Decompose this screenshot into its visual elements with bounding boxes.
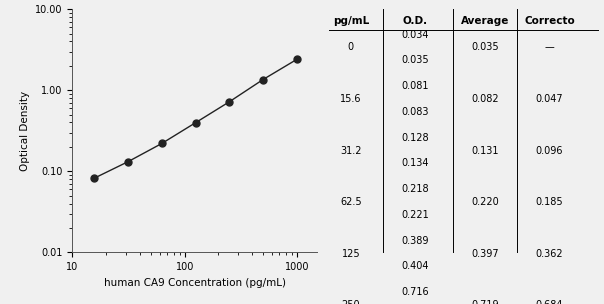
Text: 0.134: 0.134 [402, 158, 429, 168]
Text: 0: 0 [348, 43, 354, 52]
Text: 0.218: 0.218 [402, 184, 429, 194]
Text: 0.131: 0.131 [472, 146, 499, 156]
Text: O.D.: O.D. [403, 16, 428, 26]
Text: 0.684: 0.684 [536, 300, 564, 304]
X-axis label: human CA9 Concentration (pg/mL): human CA9 Concentration (pg/mL) [103, 278, 286, 288]
Text: 0.035: 0.035 [471, 43, 499, 52]
Text: 0.034: 0.034 [402, 30, 429, 40]
Text: Average: Average [461, 16, 509, 26]
Text: 0.128: 0.128 [402, 133, 429, 143]
Text: 0.185: 0.185 [536, 197, 564, 207]
Text: 0.404: 0.404 [402, 261, 429, 271]
Text: 0.362: 0.362 [536, 249, 564, 259]
Text: 0.221: 0.221 [402, 210, 429, 220]
Y-axis label: Optical Density: Optical Density [20, 91, 30, 171]
Text: Correcto: Correcto [524, 16, 575, 26]
Text: 0.220: 0.220 [471, 197, 499, 207]
Text: 0.083: 0.083 [402, 107, 429, 117]
Text: 15.6: 15.6 [340, 94, 362, 104]
Text: 0.035: 0.035 [402, 55, 429, 65]
Text: 31.2: 31.2 [340, 146, 362, 156]
Text: 125: 125 [342, 249, 360, 259]
Text: 250: 250 [342, 300, 360, 304]
Text: 0.397: 0.397 [471, 249, 499, 259]
Text: 0.389: 0.389 [402, 236, 429, 246]
Text: —: — [545, 43, 554, 52]
Text: 0.716: 0.716 [402, 288, 429, 297]
Text: 0.096: 0.096 [536, 146, 564, 156]
Text: 0.719: 0.719 [471, 300, 499, 304]
Text: 62.5: 62.5 [340, 197, 362, 207]
Text: 0.082: 0.082 [471, 94, 499, 104]
Text: 0.081: 0.081 [402, 81, 429, 91]
Text: 0.047: 0.047 [536, 94, 564, 104]
Text: pg/mL: pg/mL [333, 16, 369, 26]
